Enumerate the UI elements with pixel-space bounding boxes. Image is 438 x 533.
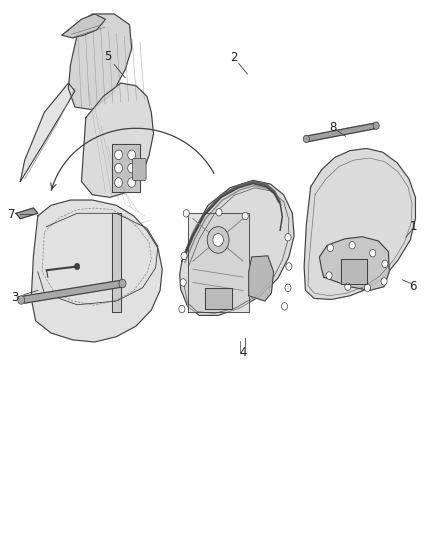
Text: 7: 7 (8, 208, 15, 221)
Circle shape (128, 177, 136, 187)
Circle shape (382, 260, 388, 268)
Polygon shape (188, 213, 249, 312)
Circle shape (282, 303, 288, 310)
Circle shape (285, 233, 291, 241)
Circle shape (115, 150, 123, 160)
Circle shape (18, 296, 25, 304)
Circle shape (207, 227, 229, 253)
Text: 5: 5 (104, 50, 111, 63)
Polygon shape (20, 83, 75, 181)
Text: 4: 4 (239, 346, 247, 359)
Circle shape (373, 122, 379, 130)
Circle shape (349, 241, 355, 249)
Polygon shape (81, 83, 153, 197)
Circle shape (128, 164, 136, 173)
Circle shape (216, 208, 222, 216)
Circle shape (327, 244, 333, 252)
Circle shape (115, 164, 123, 173)
Polygon shape (304, 149, 416, 300)
Text: 8: 8 (329, 120, 336, 134)
Circle shape (364, 284, 371, 292)
Circle shape (303, 135, 309, 143)
Polygon shape (341, 259, 367, 284)
Circle shape (181, 252, 187, 260)
Circle shape (345, 283, 351, 290)
Circle shape (381, 278, 387, 285)
Text: 3: 3 (11, 291, 18, 304)
Polygon shape (319, 237, 389, 290)
Polygon shape (62, 14, 106, 38)
Polygon shape (112, 213, 121, 312)
Circle shape (286, 263, 292, 270)
Circle shape (74, 263, 80, 270)
Circle shape (119, 279, 126, 288)
Circle shape (213, 233, 223, 246)
Circle shape (326, 272, 332, 279)
Circle shape (183, 209, 189, 217)
Polygon shape (305, 123, 377, 142)
Polygon shape (180, 180, 294, 316)
Text: 1: 1 (410, 220, 417, 233)
Text: 2: 2 (230, 51, 238, 64)
Circle shape (180, 279, 186, 286)
Polygon shape (68, 14, 132, 110)
Circle shape (128, 150, 136, 160)
Polygon shape (249, 256, 274, 301)
Circle shape (242, 212, 248, 220)
Circle shape (370, 249, 376, 257)
Polygon shape (31, 200, 162, 342)
Circle shape (179, 305, 185, 313)
Circle shape (115, 177, 123, 187)
Text: 6: 6 (410, 280, 417, 293)
Polygon shape (16, 208, 38, 219)
FancyBboxPatch shape (133, 159, 146, 180)
Circle shape (285, 284, 291, 292)
Polygon shape (205, 288, 232, 309)
Polygon shape (19, 280, 124, 303)
Polygon shape (112, 144, 141, 192)
